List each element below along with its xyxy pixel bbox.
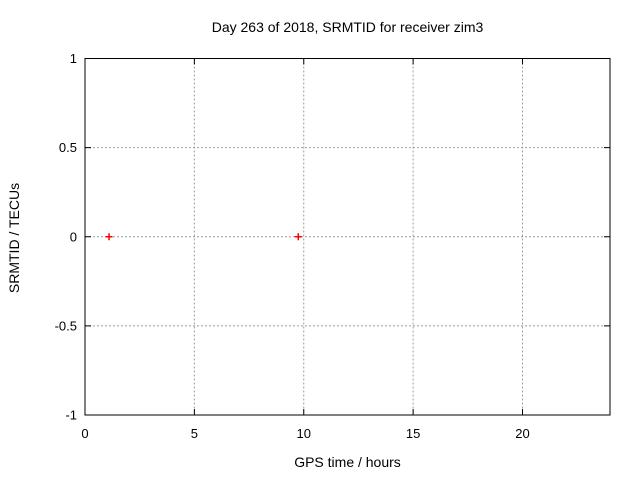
y-axis-label: SRMTID / TECUs: [6, 182, 22, 294]
y-tick-label: 0.5: [59, 140, 77, 155]
data-point-marker: [105, 233, 113, 241]
x-tick-label: 5: [191, 426, 198, 441]
y-tick-label: -1: [65, 408, 77, 423]
x-axis-label: GPS time / hours: [294, 454, 401, 470]
x-tick-label: 20: [515, 426, 529, 441]
x-tick-label: 15: [406, 426, 420, 441]
x-tick-label: 10: [297, 426, 311, 441]
y-tick-label: 1: [70, 51, 77, 66]
y-tick-label: 0: [70, 229, 77, 244]
data-point-marker: [294, 233, 302, 241]
plot-frame: [84, 58, 611, 416]
chart-title: Day 263 of 2018, SRMTID for receiver zim…: [211, 19, 484, 35]
x-tick-label: 0: [81, 426, 88, 441]
y-tick-label: -0.5: [55, 318, 77, 333]
